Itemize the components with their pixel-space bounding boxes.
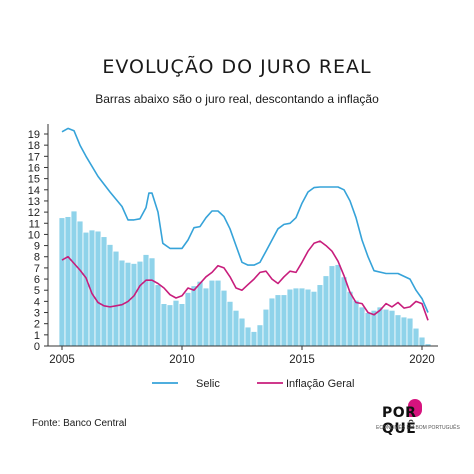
bar <box>346 290 354 347</box>
bar <box>82 231 90 347</box>
y-tick-label: 0 <box>34 341 40 353</box>
y-tick-label: 11 <box>29 218 40 230</box>
bar <box>106 244 114 347</box>
bar <box>418 336 426 347</box>
x-tick-label: 2010 <box>169 354 195 366</box>
y-tick-label: 13 <box>28 196 40 208</box>
bar <box>232 309 240 347</box>
bar <box>148 257 156 347</box>
bar <box>244 326 252 347</box>
y-tick-label: 18 <box>28 140 40 152</box>
x-tick-label: 2015 <box>289 354 315 366</box>
bar <box>382 308 390 347</box>
y-tick-label: 6 <box>34 274 40 286</box>
bar <box>352 299 360 347</box>
legend-label-selic: Selic <box>196 378 220 390</box>
logo-wordmark: POR?QUÊ <box>382 405 417 437</box>
bar <box>94 230 102 347</box>
x-tick-label: 2020 <box>409 354 435 366</box>
bar <box>256 324 264 347</box>
bar <box>406 317 414 347</box>
legend-layer: Selic Inflação Geral <box>152 378 354 390</box>
bar <box>400 316 408 347</box>
bar <box>172 299 180 347</box>
bar <box>364 312 372 347</box>
bar <box>226 300 234 347</box>
chart-subtitle: Barras abaixo são o juro real, descontan… <box>95 92 379 106</box>
bar <box>340 276 348 347</box>
bar <box>76 220 84 347</box>
y-tick-label: 3 <box>34 308 40 320</box>
bar <box>160 303 168 347</box>
x-tick-label: 2005 <box>49 354 75 366</box>
y-tick-label: 17 <box>28 151 40 163</box>
source-note: Fonte: Banco Central <box>32 418 127 429</box>
bar <box>262 308 270 347</box>
bar <box>196 280 204 347</box>
y-tick-label: 15 <box>28 174 40 186</box>
y-tick-label: 5 <box>34 285 40 297</box>
bar <box>70 210 78 347</box>
bar <box>388 309 396 347</box>
bars-layer <box>58 210 432 347</box>
bar <box>286 288 294 347</box>
bar <box>238 317 246 347</box>
bar <box>304 288 312 347</box>
y-tick-label: 1 <box>34 330 40 342</box>
bar <box>370 309 378 347</box>
bar <box>142 254 150 347</box>
bar <box>292 287 300 347</box>
bar <box>184 292 192 347</box>
y-tick-label: 4 <box>34 296 40 308</box>
bar <box>310 290 318 347</box>
bar <box>178 303 186 347</box>
legend-label-inflacao: Inflação Geral <box>286 378 354 390</box>
bar <box>154 284 162 347</box>
bar <box>250 331 258 347</box>
brand-logo: POR?QUÊ ECONOMÊS EM BOM PORTUGUÊS <box>376 399 460 437</box>
y-tick-label: 10 <box>28 229 40 241</box>
bar <box>208 279 216 347</box>
chart-title: EVOLUÇÃO DO JURO REAL <box>102 56 372 78</box>
bar <box>322 275 330 347</box>
bar <box>328 265 336 347</box>
y-tick-label: 16 <box>28 162 40 174</box>
question-mark-icon <box>408 399 422 417</box>
lines-layer <box>61 127 429 321</box>
bar <box>136 260 144 347</box>
bar <box>334 264 342 347</box>
bar <box>268 297 276 347</box>
bar <box>112 250 120 347</box>
y-tick-label: 2 <box>34 319 40 331</box>
y-tick-label: 7 <box>34 263 40 275</box>
bar <box>316 284 324 347</box>
bar <box>100 236 108 347</box>
logo-tagline: ECONOMÊS EM BOM PORTUGUÊS <box>376 425 460 431</box>
bar <box>166 304 174 347</box>
bar <box>190 285 198 347</box>
y-tick-label: 8 <box>34 252 40 264</box>
bar <box>220 289 228 347</box>
series-line-inflacao <box>61 240 429 321</box>
bar <box>124 261 132 347</box>
bar <box>412 327 420 347</box>
bar <box>202 287 210 347</box>
bar <box>214 279 222 347</box>
bar <box>394 314 402 347</box>
series-line-selic <box>61 127 429 313</box>
y-tick-label: 14 <box>28 185 40 197</box>
y-tick-label: 19 <box>28 129 40 141</box>
bar <box>58 217 66 347</box>
bar <box>298 287 306 347</box>
bar <box>274 294 282 347</box>
bar <box>358 306 366 347</box>
y-tick-label: 12 <box>28 207 40 219</box>
bar <box>64 216 72 347</box>
bar <box>280 294 288 347</box>
bar <box>130 263 138 347</box>
y-tick-label: 9 <box>34 241 40 253</box>
